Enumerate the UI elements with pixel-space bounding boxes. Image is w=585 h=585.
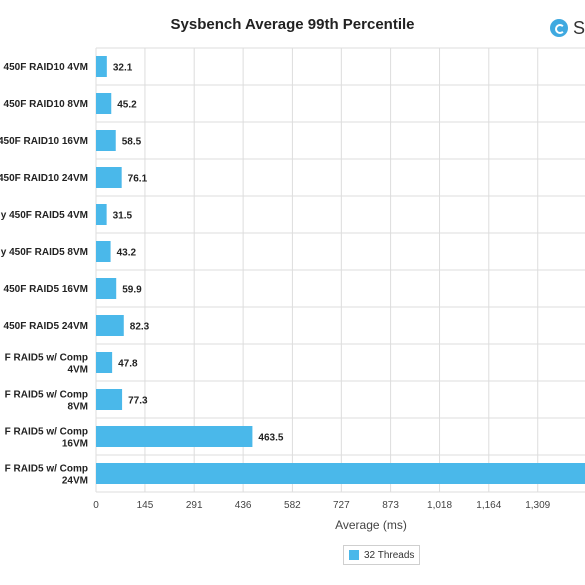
x-tick-label: 436: [235, 500, 252, 511]
data-label: 59.9: [122, 285, 142, 296]
x-tick-label: 1,018: [427, 500, 452, 511]
legend[interactable]: 32 Threads: [343, 545, 421, 565]
category-label: y 450F RAID5 4VM: [1, 210, 88, 221]
bar: [96, 130, 116, 151]
x-tick-label: 727: [333, 500, 350, 511]
x-tick-label: 145: [137, 500, 154, 511]
bar: [96, 241, 111, 262]
legend-swatch: [349, 550, 359, 560]
data-label: 76.1: [128, 174, 148, 185]
brand-logo: S: [550, 17, 585, 39]
bar: [96, 93, 112, 114]
data-label: 31.5: [113, 211, 133, 222]
data-label: 32.1: [113, 63, 133, 74]
legend-label: 32 Threads: [364, 549, 415, 561]
data-label: 82.3: [130, 322, 150, 333]
x-tick-label: 291: [186, 500, 203, 511]
bar: [96, 352, 113, 373]
category-label: 450F RAID10 16VM: [0, 136, 88, 147]
x-tick-label: 873: [382, 500, 399, 511]
category-label: F RAID5 w/ Comp 16VM: [5, 427, 88, 450]
bar: [96, 278, 117, 299]
bar: [96, 167, 122, 188]
category-label: F RAID5 w/ Comp 24VM: [5, 464, 88, 487]
bar: [96, 426, 253, 447]
chart-title: Sysbench Average 99th Percentile: [170, 16, 415, 33]
logo-text: S: [573, 17, 585, 38]
data-label: 463.5: [258, 433, 283, 444]
bar: [96, 56, 107, 77]
category-label: 450F RAID10 4VM: [4, 62, 88, 73]
bar: [96, 389, 123, 410]
x-tick-label: 582: [284, 500, 301, 511]
category-label: F RAID5 w/ Comp 8VM: [5, 390, 88, 413]
data-label: 45.2: [117, 100, 137, 111]
category-label: F RAID5 w/ Comp 4VM: [5, 353, 88, 376]
x-tick-label: 0: [93, 500, 99, 511]
category-label: 450F RAID5 24VM: [4, 321, 88, 332]
category-label: y 450F RAID5 8VM: [1, 247, 88, 258]
x-tick-label: 1,164: [476, 500, 501, 511]
bar: [96, 204, 107, 225]
x-axis-title: Average (ms): [335, 518, 407, 532]
data-label: 77.3: [128, 396, 148, 407]
bar: [96, 315, 124, 336]
category-label: 450F RAID10 8VM: [4, 99, 88, 110]
data-label: 47.8: [118, 359, 138, 370]
category-label: 450F RAID10 24VM: [0, 173, 88, 184]
bar: [96, 463, 585, 484]
logo-icon: [550, 19, 568, 37]
category-label: 450F RAID5 16VM: [4, 284, 88, 295]
data-label: 43.2: [117, 248, 137, 259]
x-tick-label: 1,309: [525, 500, 550, 511]
data-label: 58.5: [122, 137, 142, 148]
